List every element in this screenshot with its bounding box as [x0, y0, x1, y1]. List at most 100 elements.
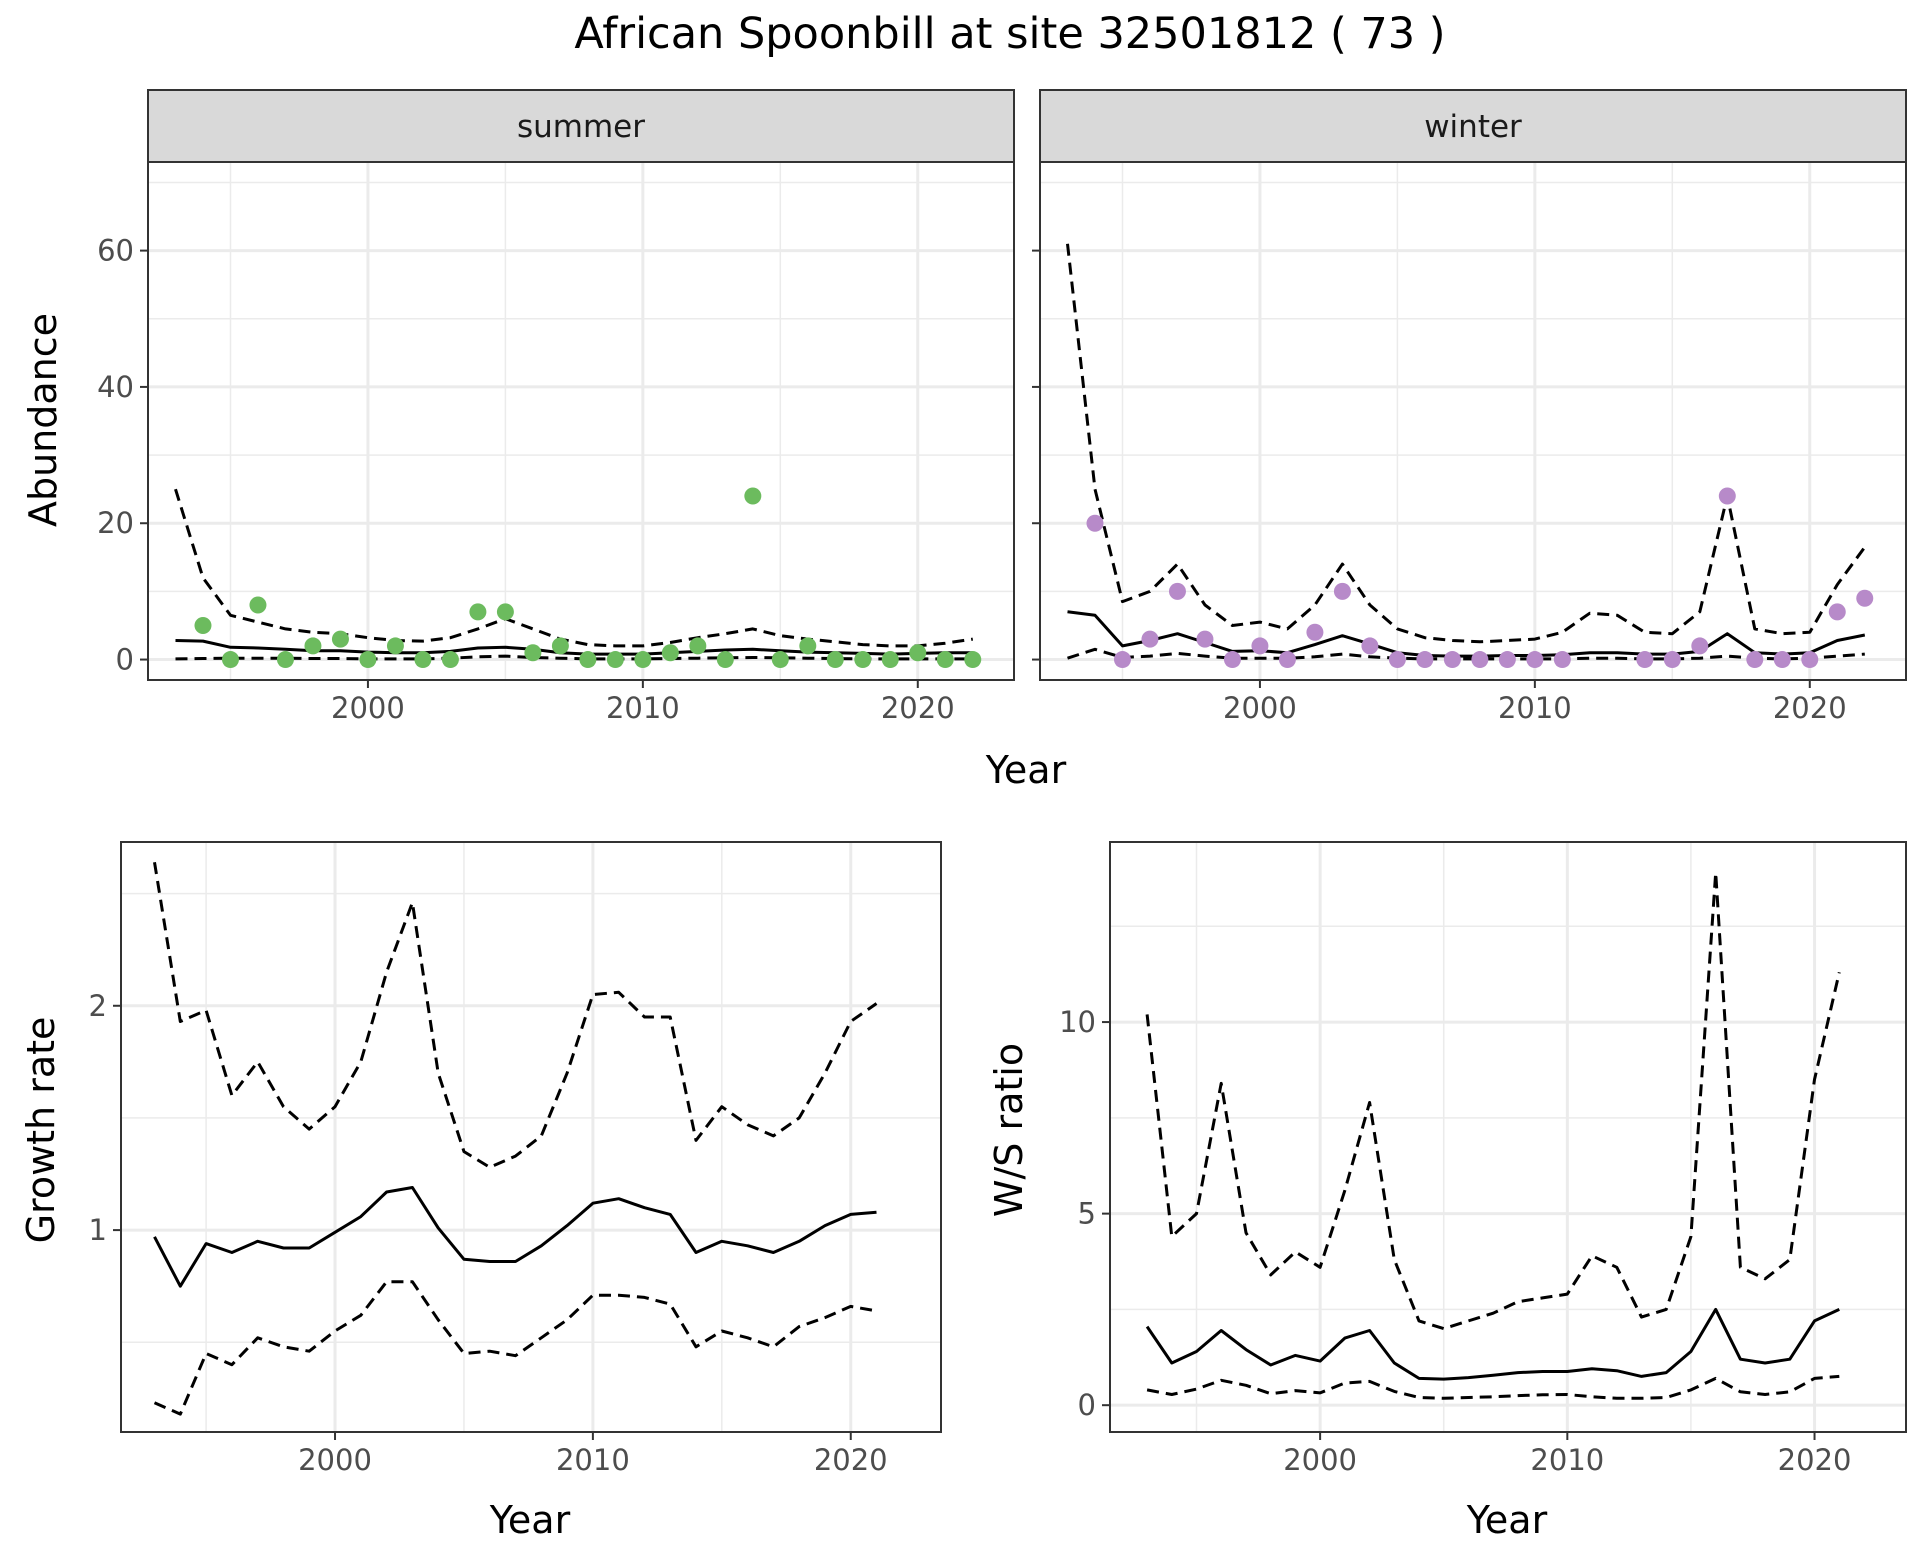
data-point: [1443, 651, 1461, 669]
data-point: [1388, 651, 1406, 669]
y-tick-label: 60: [97, 234, 134, 268]
y-tick-label: 40: [97, 370, 134, 404]
data-point: [194, 616, 212, 634]
growth-rate-panel: 2000 2010 2020 1 2: [89, 841, 942, 1477]
x-tick-label: 2020: [814, 1443, 888, 1477]
x-tick-label: 2010: [1530, 1443, 1604, 1477]
data-point: [1663, 651, 1681, 669]
data-point: [304, 637, 322, 655]
data-point: [826, 651, 844, 669]
data-point: [276, 651, 294, 669]
x-tick-label: 2000: [1223, 691, 1297, 725]
series-line-ci-2: [153, 1280, 877, 1416]
data-point: [1801, 651, 1819, 669]
plot-background: [148, 162, 1014, 680]
series-group: [153, 861, 878, 1416]
data-point: [936, 651, 954, 669]
plot-background: [1110, 842, 1906, 1432]
data-point: [909, 644, 927, 662]
data-point: [331, 630, 349, 648]
data-point: [1856, 589, 1874, 607]
series-line-ci-1: [1066, 243, 1867, 644]
y-tick-label: 1: [89, 1213, 107, 1247]
ratio-y-axis-label: W/S ratio: [987, 1043, 1031, 1217]
data-point: [1361, 637, 1379, 655]
data-point: [716, 651, 734, 669]
y-tick-label: 0: [116, 643, 134, 677]
summer-panel: summer 2000 2010 2020 0 20 40 60: [97, 89, 1015, 725]
ratio-x-axis-label: Year: [1466, 1498, 1548, 1542]
data-point: [1306, 623, 1324, 641]
data-point: [1196, 630, 1214, 648]
summer-strip: [147, 89, 1015, 163]
data-point: [414, 651, 432, 669]
series-line-median: [1145, 1307, 1840, 1381]
data-point: [579, 651, 597, 669]
chart-title: African Spoonbill at site 32501812 ( 73 …: [574, 9, 1445, 59]
data-point: [1746, 651, 1764, 669]
winter-strip: [1039, 89, 1907, 163]
x-tick-label: 2010: [1498, 691, 1572, 725]
data-point: [771, 651, 789, 669]
data-point: [1141, 630, 1159, 648]
data-point: [1113, 651, 1131, 669]
x-tick-label: 2000: [1283, 1443, 1357, 1477]
series-line-median: [153, 1186, 877, 1288]
data-point: [744, 487, 762, 505]
series-line-ci-2: [1067, 647, 1865, 661]
data-point: [1553, 651, 1571, 669]
series-line-ci-2: [1146, 1374, 1840, 1400]
data-point: [606, 651, 624, 669]
growth-x-axis-label: Year: [489, 1498, 571, 1542]
data-point: [1636, 651, 1654, 669]
data-point: [1498, 651, 1516, 669]
data-point: [249, 596, 267, 614]
data-point: [634, 651, 652, 669]
data-point: [524, 644, 542, 662]
ws-ratio-panel: 2000 2010 2020 0 5 10: [1059, 841, 1907, 1477]
x-tick-label: 2020: [881, 691, 955, 725]
data-point: [854, 651, 872, 669]
y-tick-label: 10: [1059, 1005, 1096, 1039]
data-point: [799, 637, 817, 655]
top-x-axis-label: Year: [985, 748, 1067, 792]
data-point: [1718, 487, 1736, 505]
series-line-ci-1: [153, 861, 878, 1169]
data-point: [551, 637, 569, 655]
y-tick-label: 2: [89, 989, 107, 1023]
data-point: [1691, 637, 1709, 655]
data-point: [1223, 651, 1241, 669]
data-point: [1278, 651, 1296, 669]
data-point: [386, 637, 404, 655]
y-tick-label: 20: [97, 506, 134, 540]
series-line-ci-1: [1145, 871, 1841, 1331]
summer-strip-label: summer: [517, 109, 645, 145]
data-point: [1773, 651, 1791, 669]
y-tick-label: 0: [1078, 1388, 1096, 1422]
data-point: [469, 603, 487, 621]
x-tick-label: 2020: [1778, 1443, 1852, 1477]
winter-strip-label: winter: [1424, 109, 1522, 145]
data-point: [1086, 514, 1104, 532]
data-point: [689, 637, 707, 655]
x-tick-label: 2010: [606, 691, 680, 725]
x-tick-label: 2020: [1773, 691, 1847, 725]
panel-border: [1109, 841, 1907, 1433]
data-point: [881, 651, 899, 669]
data-point: [1828, 603, 1846, 621]
data-point: [359, 651, 377, 669]
plot-background: [121, 842, 941, 1432]
data-point: [1333, 582, 1351, 600]
series-line-ci-1: [174, 488, 974, 648]
panel-border: [1039, 161, 1907, 681]
winter-panel: winter 2000 2010 2020: [1032, 89, 1907, 725]
data-point: [1168, 582, 1186, 600]
data-point: [496, 603, 514, 621]
data-point: [1526, 651, 1544, 669]
series-group: [1145, 871, 1841, 1400]
data-point: [1471, 651, 1489, 669]
growth-y-axis-label: Growth rate: [19, 1017, 63, 1244]
data-point: [1251, 637, 1269, 655]
data-point: [441, 651, 459, 669]
